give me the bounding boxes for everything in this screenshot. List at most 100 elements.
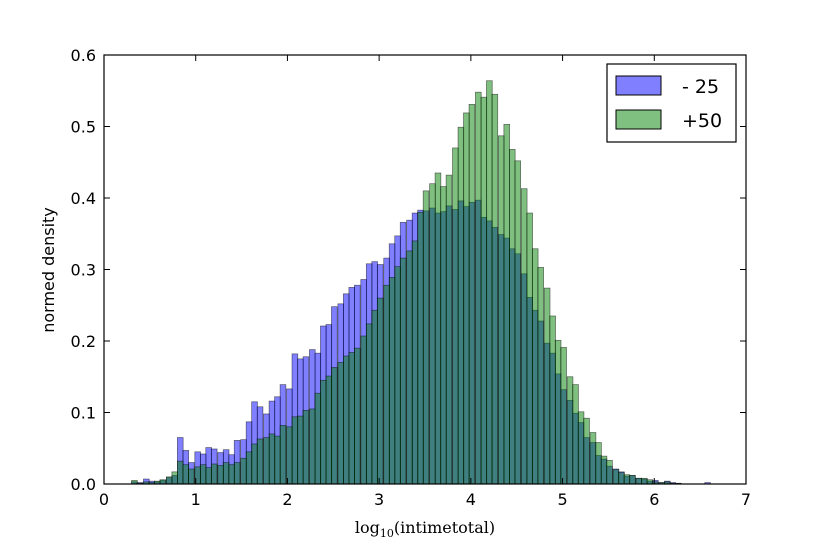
legend-swatch-series-1 (615, 75, 662, 96)
x-tick-label-5: 5 (557, 490, 567, 509)
histogram-bar-series-2-bin-6 (166, 476, 173, 485)
x-tick-label-6: 6 (649, 490, 659, 509)
histogram-bar-series-2-bin-61 (480, 96, 488, 485)
histogram-bar-series-2-bin-20 (245, 451, 253, 485)
histogram-bar-series-2-bin-13 (205, 467, 212, 485)
x-tick-label-0: 0 (99, 490, 109, 509)
histogram-bar-series-2-bin-23 (263, 437, 270, 485)
histogram-bar-series-2-bin-40 (360, 335, 367, 485)
legend-label-series-1: - 25 (682, 76, 719, 98)
y-axis-label: normed density (39, 207, 58, 333)
histogram-bar-series-2-bin-46 (394, 266, 401, 485)
histogram-bar-series-2-bin-36 (337, 362, 344, 485)
histogram-bar-series-2-bin-28 (291, 416, 299, 485)
y-tick-label-6: 0.6 (71, 46, 96, 65)
x-tick-label-7: 7 (741, 490, 751, 509)
y-tick-label-3: 0.3 (71, 261, 96, 280)
histogram-bar-series-2-bin-42 (371, 309, 378, 485)
histogram-bar-series-2-bin-34 (325, 375, 333, 485)
histogram-bar-series-2-bin-83 (606, 460, 613, 485)
histogram-bar-series-2-bin-66 (509, 149, 516, 485)
histogram-bar-series-2-bin-65 (503, 123, 510, 485)
histogram-bar-series-2-bin-52 (429, 183, 436, 485)
histogram-bar-series-2-bin-74 (554, 339, 562, 485)
legend-label-series-2: +50 (682, 110, 722, 132)
y-tick-label-4: 0.4 (71, 189, 96, 208)
legend-swatch-series-2 (615, 109, 662, 130)
histogram-bar-series-2-bin-33 (320, 379, 327, 485)
histogram-bar-series-2-bin-14 (210, 463, 218, 485)
histogram-bar-series-2-bin-90 (646, 479, 654, 485)
histogram-bar-series-2-bin-49 (411, 240, 419, 485)
histogram-bar-series-2-bin-78 (577, 411, 585, 485)
histogram-bar-series-2-bin-16 (222, 462, 230, 485)
histogram-bar-series-2-bin-29 (297, 415, 304, 485)
y-tick-label-1: 0.1 (71, 404, 96, 423)
histogram-bar-series-2-bin-77 (572, 384, 579, 485)
histogram-bar-series-2-bin-81 (595, 442, 602, 485)
histogram-bar-series-2-bin-86 (623, 474, 631, 485)
legend: - 25 +50 (606, 63, 737, 143)
histogram-bar-series-2-bin-45 (388, 277, 396, 485)
x-axis-label-arg: (intimetotal) (394, 518, 495, 537)
histogram-bar-series-2-bin-27 (286, 426, 293, 485)
histogram-bar-series-2-bin-75 (560, 347, 567, 485)
histogram-bar-series-2-bin-59 (468, 103, 476, 485)
histogram-bar-series-2-bin-84 (612, 469, 620, 485)
histogram-bar-series-2-bin-8 (177, 460, 184, 485)
histogram-bar-series-2-bin-26 (279, 425, 287, 485)
histogram-bar-series-2-bin-60 (475, 91, 482, 485)
histogram-bar-series-2-bin-48 (406, 250, 413, 485)
histogram-bar-series-2-bin-21 (251, 443, 258, 485)
histogram-bar-series-2-bin-43 (376, 297, 384, 485)
x-axis-label-base: log (355, 518, 380, 537)
histogram-bar-series-2-bin-12 (199, 464, 207, 485)
histogram-bar-series-2-bin-73 (549, 315, 556, 485)
x-axis-label-subscript: 10 (380, 527, 394, 540)
histogram-bar-series-2-bin-69 (526, 212, 533, 485)
histogram-bar-series-2-bin-35 (331, 367, 338, 485)
histogram-bar-series-2-bin-87 (629, 475, 636, 485)
histogram-bar-series-2-bin-25 (274, 435, 281, 485)
histogram-bar-series-2-bin-80 (589, 432, 597, 485)
histogram-bar-series-2-bin-30 (302, 410, 310, 485)
histogram-bar-series-2-bin-57 (457, 126, 465, 485)
histogram-bar-series-2-bin-5 (159, 479, 167, 485)
histogram-bar-series-2-bin-17 (228, 464, 235, 485)
histogram-bar-series-2-bin-44 (383, 284, 390, 485)
histogram-bar-series-2-bin-58 (463, 112, 470, 485)
histogram-bar-series-2-bin-7 (171, 471, 178, 485)
histogram-bar-series-2-bin-70 (531, 248, 539, 485)
y-tick-label-5: 0.5 (71, 118, 96, 137)
histogram-bar-series-2-bin-15 (217, 465, 224, 485)
histogram-bar-series-2-bin-37 (343, 355, 350, 485)
histogram-bar-series-2-bin-79 (583, 417, 590, 485)
histogram-bar-series-2-bin-47 (399, 257, 407, 485)
histogram-bar-series-2-bin-39 (354, 347, 361, 485)
histogram-bar-series-2-bin-31 (309, 408, 316, 485)
histogram-bar-series-2-bin-76 (566, 376, 574, 485)
histogram-bar-series-2-bin-19 (240, 457, 247, 485)
histogram-bar-series-2-bin-63 (491, 93, 499, 485)
histogram-bar-series-2-bin-64 (498, 135, 505, 485)
histogram-bar-series-2-bin-55 (445, 174, 453, 485)
histogram-bar-series-2-bin-53 (434, 172, 442, 485)
histogram-bar-series-2-bin-82 (600, 455, 608, 485)
histogram-bar-series-2-bin-41 (365, 323, 373, 485)
y-tick-label-2: 0.2 (71, 332, 96, 351)
histogram-bar-series-2-bin-10 (188, 468, 195, 485)
histogram-bar-series-2-bin-67 (514, 160, 522, 485)
histogram-bar-series-2-bin-85 (618, 472, 625, 485)
histogram-bar-series-2-bin-54 (440, 186, 447, 485)
histogram-bar-series-2-bin-50 (417, 211, 424, 485)
histogram-bar-series-2-bin-89 (641, 477, 648, 485)
histogram-bar-series-2-bin-18 (233, 462, 241, 485)
ticks-layer: 0 1 2 3 4 5 6 7 0.0 0.1 0.2 0.3 0.4 0.5 0.6 (71, 46, 752, 509)
histogram-bar-series-2-bin-32 (314, 392, 322, 485)
x-tick-label-1: 1 (191, 490, 201, 509)
histogram-bar-series-2-bin-71 (537, 267, 544, 485)
x-tick-label-4: 4 (466, 490, 476, 509)
histogram-bar-series-2-bin-22 (256, 438, 264, 485)
